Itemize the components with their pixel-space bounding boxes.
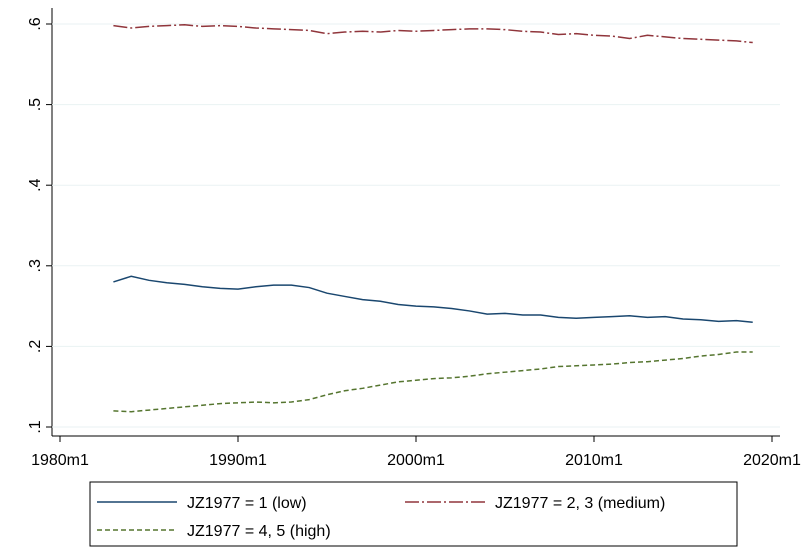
x-tick-label: 2000m1 [387, 452, 445, 469]
y-tick-label: .6 [27, 17, 44, 30]
y-tick-label: .4 [27, 178, 44, 191]
legend-label: JZ1977 = 1 (low) [187, 495, 307, 512]
x-tick-label: 2010m1 [565, 452, 623, 469]
x-tick-label: 2020m1 [743, 452, 801, 469]
y-tick-label: .2 [27, 340, 44, 353]
series-line [113, 24, 753, 44]
legend-label: JZ1977 = 2, 3 (medium) [495, 495, 665, 512]
y-tick-label: .1 [27, 420, 44, 433]
series-line [113, 351, 753, 413]
series-line [113, 275, 753, 323]
x-tick-label: 1990m1 [209, 452, 267, 469]
y-tick-label: .3 [27, 259, 44, 272]
legend-label: JZ1977 = 4, 5 (high) [187, 523, 331, 540]
y-tick-label: .5 [27, 98, 44, 111]
x-tick-label: 1980m1 [31, 452, 89, 469]
legend-box [89, 481, 738, 547]
